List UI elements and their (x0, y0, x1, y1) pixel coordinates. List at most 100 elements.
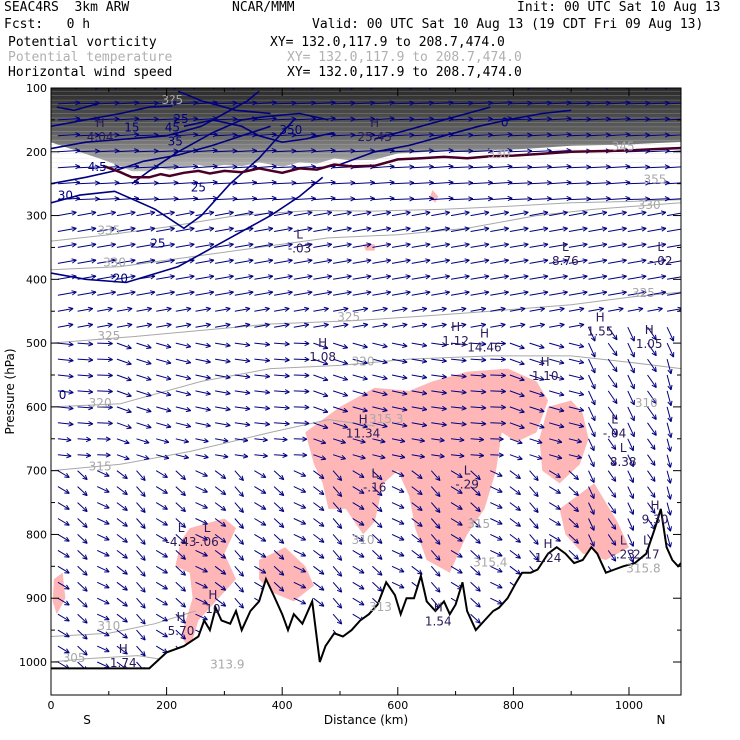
wind-vector-shaft (116, 613, 128, 623)
wind-vector-head (284, 306, 290, 312)
wind-vector (156, 322, 172, 328)
wind-vector-shaft (215, 390, 231, 395)
wind-vector-shaft (195, 565, 208, 573)
wind-vector (195, 422, 211, 428)
wind-vector (391, 180, 415, 186)
wind-vector (136, 196, 159, 202)
wind-vector-head (278, 586, 285, 592)
wind-vector-head (503, 242, 509, 248)
wind-vector-shaft (156, 259, 175, 264)
wind-vector-head (660, 290, 667, 296)
wind-vector-head (304, 356, 310, 363)
wind-vector-shaft (372, 534, 383, 544)
wind-vector-shaft (57, 358, 74, 362)
wind-vector-head (180, 618, 186, 624)
wind-vector-shaft (588, 166, 611, 169)
wind-vector (77, 452, 92, 458)
wind-vector (588, 454, 595, 468)
wind-vector (667, 198, 681, 201)
wind-vector (97, 242, 116, 248)
wind-vector-head (300, 599, 307, 605)
wind-vector (568, 390, 585, 397)
wind-vector (470, 550, 481, 560)
wind-vector (647, 274, 667, 280)
wind-vector-head (180, 570, 186, 576)
wind-vector-head (579, 322, 585, 328)
wind-vector-shaft (450, 549, 463, 558)
wind-vector-head (562, 210, 568, 216)
wind-vector-shaft (411, 374, 427, 379)
wind-vector-shaft (588, 406, 596, 422)
wind-vector-shaft (391, 118, 415, 121)
wind-vector (450, 565, 463, 574)
wind-vector-shaft (568, 243, 588, 248)
wind-vector-shaft (431, 324, 447, 328)
wind-vector (647, 486, 656, 498)
wind-vector (490, 565, 503, 573)
wind-vector (156, 242, 175, 248)
wind-vector-shaft (195, 533, 208, 541)
wind-vector (195, 438, 209, 444)
wind-vector-shaft (254, 470, 267, 478)
wind-vector-shaft (116, 324, 133, 328)
wind-vector (332, 342, 349, 349)
wind-vector (470, 565, 481, 576)
wind-vector (77, 357, 94, 363)
wind-vector (391, 502, 405, 509)
wind-vector-shaft (214, 581, 226, 591)
wind-vector-shaft (57, 243, 77, 248)
wind-vector-shaft (215, 275, 234, 280)
wind-vector (77, 613, 88, 624)
wind-vector-shaft (568, 550, 579, 560)
wind-vector-shaft (234, 470, 244, 481)
wind-vector-shaft (116, 581, 128, 591)
wind-vector-head (260, 536, 267, 542)
wind-vector-head (685, 149, 690, 153)
wind-vector (470, 436, 485, 443)
wind-vector (450, 486, 463, 494)
wind-vector-head (71, 210, 77, 216)
wind-vector-shaft (195, 374, 211, 379)
wind-vector-shaft (136, 613, 146, 625)
wind-vector (313, 502, 325, 511)
wind-vector-shaft (391, 342, 408, 347)
wind-vector (136, 306, 152, 312)
wind-vector-head (601, 290, 608, 296)
wind-vector-shaft (155, 470, 168, 478)
wind-vector (470, 597, 481, 608)
wind-vector-head (402, 406, 408, 412)
wind-vector (293, 290, 313, 296)
wind-vector-shaft (450, 275, 470, 280)
wind-vector-head (220, 569, 227, 575)
wind-vector-shaft (490, 374, 506, 376)
wind-vector-head (457, 488, 463, 494)
wind-vector-head (425, 242, 431, 248)
wind-vector (156, 196, 179, 202)
wind-vector (352, 88, 374, 90)
wind-vector (77, 486, 88, 497)
wind-vector-head (64, 536, 70, 542)
theta-label: 315 (467, 517, 490, 531)
wind-vector (332, 597, 343, 609)
wind-vector-shaft (195, 275, 214, 280)
wind-vector (372, 374, 388, 381)
wind-vector-shaft (411, 406, 427, 411)
wind-vector-shaft (627, 374, 635, 390)
wind-vector-head (300, 535, 307, 541)
pv-extremum: L-.06 (195, 521, 218, 549)
wind-vector (490, 179, 513, 186)
wind-vector-head (481, 373, 487, 379)
wind-vector (215, 180, 238, 186)
wind-vector-shaft (509, 422, 525, 429)
wind-vector-shaft (470, 118, 493, 121)
wind-vector-shaft (77, 166, 100, 169)
wind-vector (667, 149, 690, 153)
wind-vector-shaft (490, 549, 503, 557)
wind-vector-head (203, 438, 209, 444)
wind-vector-head (405, 226, 411, 232)
y-tick-label: 700 (26, 465, 47, 478)
wind-vector-shaft (57, 533, 70, 542)
forecast-hour: Fcst: 0 h (4, 17, 91, 32)
wind-vector-shaft (391, 134, 415, 137)
wind-vector-head (421, 422, 428, 428)
